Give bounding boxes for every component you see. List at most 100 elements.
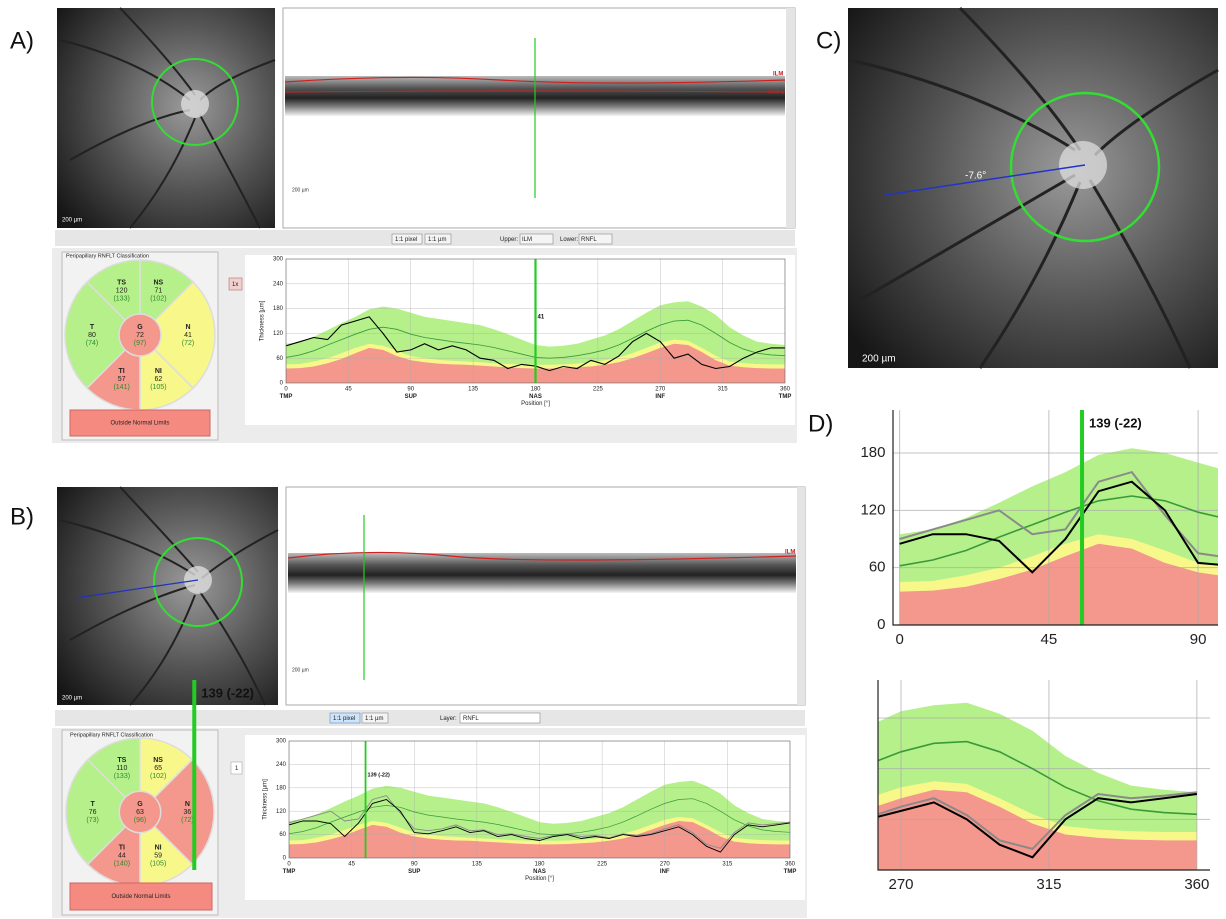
sector-value: 41 xyxy=(184,332,192,339)
x-tick-label: 0 xyxy=(895,631,903,648)
sector-name: NS xyxy=(154,279,164,286)
button-label: 1:1 pixel xyxy=(395,237,417,243)
sector-value: 80 xyxy=(88,332,96,339)
x-tick-label: 180 xyxy=(534,862,545,868)
region-label: INF xyxy=(660,869,670,875)
x-axis-label: Position [°] xyxy=(521,401,550,407)
sector-normal: (140) xyxy=(114,861,130,868)
y-axis-label: Thickness [µm] xyxy=(260,300,266,341)
x-tick-label: 315 xyxy=(718,387,729,393)
sector-name: TS xyxy=(117,757,126,764)
panel-label: A) xyxy=(10,27,34,54)
center-value: 63 xyxy=(136,809,144,816)
sector-value: 62 xyxy=(154,376,162,383)
result-label: Outside Normal Limits xyxy=(111,894,170,900)
scrollbar[interactable] xyxy=(797,487,805,705)
sector-name: NI xyxy=(155,845,162,852)
angle-label: -7.6° xyxy=(965,171,986,182)
x-tick-label: 270 xyxy=(660,862,671,868)
scale-label: 200 µm xyxy=(292,667,309,673)
x-tick-label: 135 xyxy=(468,387,479,393)
optic-disc xyxy=(181,90,209,118)
sector-value: 59 xyxy=(154,853,162,860)
region-label: TMP xyxy=(784,869,797,875)
panel-label: B) xyxy=(10,503,34,530)
sector-name: TI xyxy=(119,368,125,375)
scale-label: 200 µm xyxy=(62,696,82,702)
zoom-label: 1x xyxy=(232,282,238,288)
y-tick-label: 300 xyxy=(276,739,287,745)
region-label: INF xyxy=(655,394,665,400)
x-tick-label: 315 xyxy=(1036,876,1061,893)
field-label: Layer: xyxy=(440,716,457,722)
y-tick-label: 180 xyxy=(273,306,284,312)
x-tick-label: 225 xyxy=(597,862,608,868)
result-label: Outside Normal Limits xyxy=(110,421,169,427)
scrollbar[interactable] xyxy=(786,8,795,228)
sector-value: 36 xyxy=(183,809,191,816)
region-label: SUP xyxy=(405,394,417,400)
toolbar xyxy=(55,710,805,726)
center-value: 72 xyxy=(136,332,144,339)
field-label: Upper: xyxy=(500,237,518,243)
layer-label: RNFL xyxy=(768,90,784,96)
center-normal: (97) xyxy=(134,340,146,347)
sector-value: 65 xyxy=(154,765,162,772)
y-axis-label: Thickness [µm] xyxy=(263,779,269,820)
x-tick-label: 90 xyxy=(1190,631,1207,648)
cursor-label: 139 (-22) xyxy=(1089,415,1142,430)
sector-normal: (141) xyxy=(113,384,129,391)
region-label: SUP xyxy=(408,869,420,875)
x-tick-label: 315 xyxy=(722,862,733,868)
sector-normal: (74) xyxy=(86,340,98,347)
oct-scan xyxy=(283,8,795,228)
dropdown-value: RNFL xyxy=(463,716,479,722)
x-tick-label: 135 xyxy=(472,862,483,868)
cursor-label: 139 (-22) xyxy=(368,772,390,778)
sector-normal: (73) xyxy=(86,817,98,824)
sector-name: T xyxy=(90,324,95,331)
sector-normal: (105) xyxy=(150,384,166,391)
sector-value: 110 xyxy=(116,765,127,772)
x-tick-label: 180 xyxy=(530,387,541,393)
x-tick-label: 45 xyxy=(345,387,352,393)
x-tick-label: 225 xyxy=(593,387,604,393)
y-tick-label: 60 xyxy=(279,832,286,838)
field-label: Lower: xyxy=(560,237,578,243)
y-tick-label: 180 xyxy=(860,444,885,461)
y-tick-label: 60 xyxy=(869,559,886,576)
sector-normal: (133) xyxy=(113,295,129,302)
classification-title: Peripapillary RNFLT Classification xyxy=(66,253,149,259)
sector-normal: (102) xyxy=(150,295,166,302)
sector-name: NI xyxy=(155,368,162,375)
cursor-label: 139 (-22) xyxy=(201,685,254,700)
y-tick-label: 180 xyxy=(276,785,287,791)
x-tick-label: 270 xyxy=(655,387,666,393)
panel-label: C) xyxy=(816,27,841,54)
sector-value: 57 xyxy=(118,376,126,383)
y-tick-label: 240 xyxy=(276,762,287,768)
sector-normal: (105) xyxy=(150,861,166,868)
y-tick-label: 300 xyxy=(273,257,284,263)
y-tick-label: 0 xyxy=(877,616,885,633)
sector-value: 76 xyxy=(89,809,97,816)
y-tick-label: 120 xyxy=(860,501,885,518)
sector-name: T xyxy=(90,801,95,808)
x-tick-label: 45 xyxy=(348,862,355,868)
y-tick-label: 60 xyxy=(276,356,283,362)
x-tick-label: 90 xyxy=(411,862,418,868)
region-label: TMP xyxy=(283,869,296,875)
panel-label: D) xyxy=(808,410,833,437)
sector-name: TI xyxy=(119,845,125,852)
layer-label: ILM xyxy=(773,72,783,78)
scale-label: 200 µm xyxy=(62,218,82,224)
button-label: 1:1 pixel xyxy=(333,716,355,722)
classification-wheel: TS120(133)NS71(102)N41(72)NI62(105)TI57(… xyxy=(65,260,215,410)
region-label: NAS xyxy=(529,394,542,400)
sector-value: 44 xyxy=(118,853,126,860)
x-tick-label: 270 xyxy=(888,876,913,893)
sector-name: N xyxy=(185,801,190,808)
sector-normal: (72) xyxy=(181,817,193,824)
region-label: TMP xyxy=(280,394,293,400)
